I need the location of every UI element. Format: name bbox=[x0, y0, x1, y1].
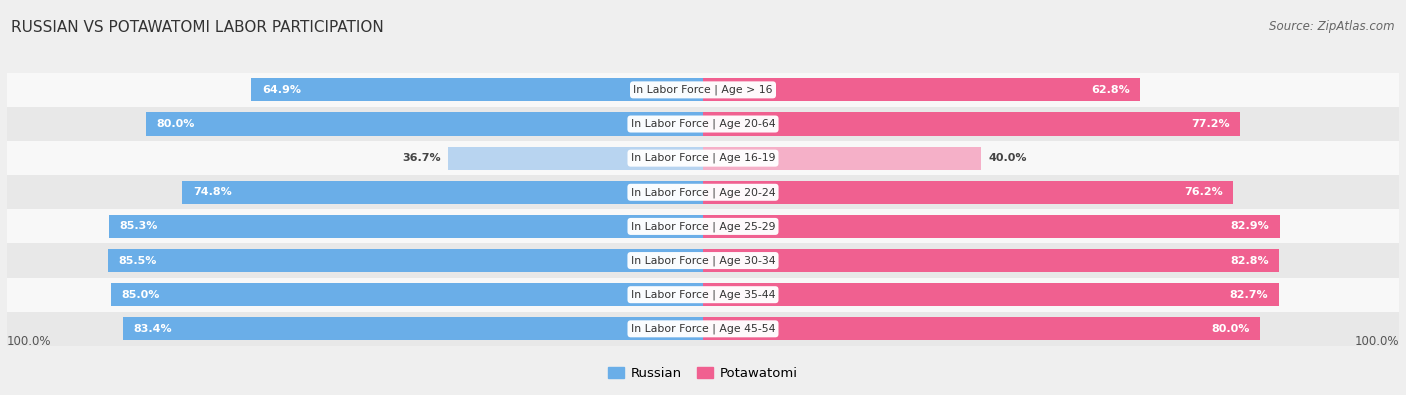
Bar bbox=[7, 243, 1399, 278]
Bar bbox=[703, 181, 1233, 204]
Text: 80.0%: 80.0% bbox=[156, 119, 195, 129]
Bar bbox=[122, 317, 703, 340]
Text: 85.0%: 85.0% bbox=[122, 290, 160, 300]
Bar bbox=[703, 78, 1140, 102]
Bar bbox=[7, 107, 1399, 141]
Bar bbox=[7, 175, 1399, 209]
Text: In Labor Force | Age 16-19: In Labor Force | Age 16-19 bbox=[631, 153, 775, 164]
Text: 62.8%: 62.8% bbox=[1091, 85, 1129, 95]
Bar bbox=[7, 312, 1399, 346]
Text: In Labor Force | Age 35-44: In Labor Force | Age 35-44 bbox=[631, 290, 775, 300]
Text: 77.2%: 77.2% bbox=[1191, 119, 1230, 129]
Text: 74.8%: 74.8% bbox=[193, 187, 232, 197]
Text: In Labor Force | Age 45-54: In Labor Force | Age 45-54 bbox=[631, 324, 775, 334]
Text: RUSSIAN VS POTAWATOMI LABOR PARTICIPATION: RUSSIAN VS POTAWATOMI LABOR PARTICIPATIO… bbox=[11, 20, 384, 35]
Text: 40.0%: 40.0% bbox=[988, 153, 1026, 163]
Text: 64.9%: 64.9% bbox=[262, 85, 301, 95]
Text: In Labor Force | Age 30-34: In Labor Force | Age 30-34 bbox=[631, 255, 775, 266]
Bar bbox=[252, 78, 703, 102]
Text: 36.7%: 36.7% bbox=[402, 153, 440, 163]
Text: In Labor Force | Age 20-24: In Labor Force | Age 20-24 bbox=[631, 187, 775, 198]
Bar bbox=[703, 317, 1260, 340]
Bar bbox=[146, 113, 703, 135]
Text: In Labor Force | Age 20-64: In Labor Force | Age 20-64 bbox=[631, 119, 775, 129]
Bar bbox=[7, 209, 1399, 243]
Text: In Labor Force | Age > 16: In Labor Force | Age > 16 bbox=[633, 85, 773, 95]
Bar bbox=[7, 73, 1399, 107]
Text: 83.4%: 83.4% bbox=[134, 324, 172, 334]
Text: 85.3%: 85.3% bbox=[120, 222, 157, 231]
Bar bbox=[183, 181, 703, 204]
Text: 80.0%: 80.0% bbox=[1211, 324, 1250, 334]
Bar bbox=[110, 215, 703, 238]
Bar bbox=[7, 141, 1399, 175]
Text: 76.2%: 76.2% bbox=[1184, 187, 1223, 197]
Text: 85.5%: 85.5% bbox=[118, 256, 156, 265]
Text: 82.7%: 82.7% bbox=[1229, 290, 1268, 300]
Bar bbox=[111, 283, 703, 306]
Bar bbox=[703, 147, 981, 170]
Text: 82.9%: 82.9% bbox=[1230, 222, 1270, 231]
Bar bbox=[108, 249, 703, 272]
Text: Source: ZipAtlas.com: Source: ZipAtlas.com bbox=[1270, 20, 1395, 33]
Legend: Russian, Potawatomi: Russian, Potawatomi bbox=[603, 361, 803, 385]
Bar bbox=[447, 147, 703, 170]
Text: 100.0%: 100.0% bbox=[1354, 335, 1399, 348]
Text: 100.0%: 100.0% bbox=[7, 335, 52, 348]
Bar bbox=[7, 278, 1399, 312]
Text: 82.8%: 82.8% bbox=[1230, 256, 1268, 265]
Bar bbox=[703, 283, 1278, 306]
Bar bbox=[703, 113, 1240, 135]
Bar bbox=[703, 215, 1279, 238]
Text: In Labor Force | Age 25-29: In Labor Force | Age 25-29 bbox=[631, 221, 775, 232]
Bar bbox=[703, 249, 1279, 272]
